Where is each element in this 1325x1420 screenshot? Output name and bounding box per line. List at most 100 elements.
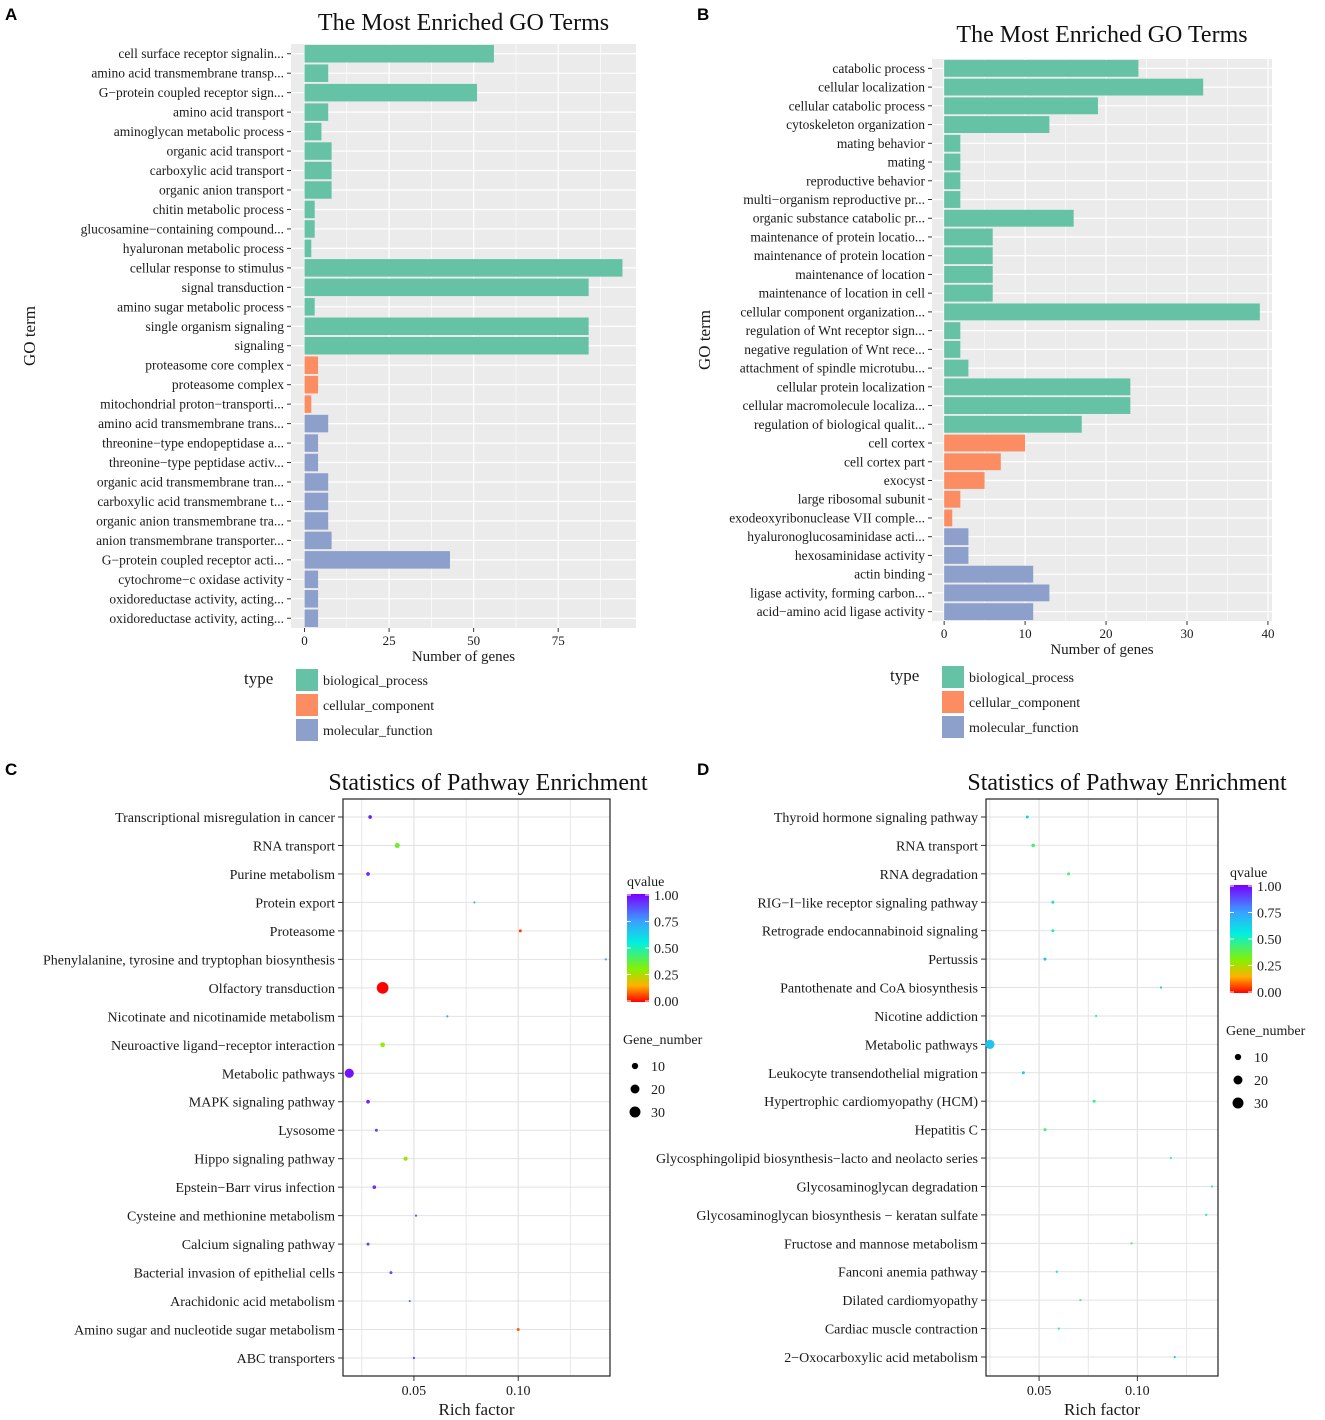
y-tick-label: G−protein coupled receptor acti... (102, 552, 284, 567)
y-tick-label: hyaluronoglucosaminidase acti... (747, 529, 925, 544)
legend-label: biological_process (969, 671, 1074, 686)
chart-title: The Most Enriched GO Terms (318, 10, 609, 36)
bar (944, 284, 993, 302)
colorbar-tick-label: 0.25 (654, 969, 679, 984)
y-tick-label: Nicotinate and nicotinamide metabolism (108, 1010, 336, 1025)
size-legend-label: 20 (651, 1083, 665, 1098)
size-legend-dot (1232, 1097, 1244, 1109)
x-tick-label: 25 (383, 633, 396, 648)
chart-title: Statistics of Pathway Enrichment (967, 770, 1287, 796)
y-tick-label: Phenylalanine, tyrosine and tryptophan b… (43, 953, 335, 968)
y-tick-label: cellular response to stimulus (130, 260, 284, 275)
data-point (394, 842, 400, 849)
y-tick-label: chitin metabolic process (153, 202, 284, 217)
legend-label: cellular_component (969, 696, 1080, 711)
size-legend-label: 20 (1254, 1074, 1268, 1089)
legend-swatch (942, 666, 964, 688)
colorbar-tick-label: 0.00 (654, 995, 679, 1010)
x-tick-label: 0.05 (402, 1384, 427, 1399)
y-tick-label: Lysosome (278, 1124, 335, 1139)
data-point (403, 1156, 408, 1161)
legend-label: biological_process (323, 674, 428, 689)
legend-label: molecular_function (969, 721, 1079, 736)
y-tick-label: Glycosaminoglycan biosynthesis − keratan… (696, 1209, 978, 1224)
y-tick-label: exocyst (884, 473, 925, 488)
y-tick-label: cellular localization (818, 80, 925, 95)
plot-frame (985, 798, 1219, 1377)
y-tick-label: multi−organism reproductive pr... (743, 192, 925, 207)
colorbar-tick-label: 0.50 (654, 942, 679, 957)
y-tick-label: hyaluronan metabolic process (123, 241, 284, 256)
bar (944, 434, 1026, 452)
bar (304, 317, 589, 336)
plot-background (291, 44, 636, 628)
y-tick-label: Retrograde endocannabinoid signaling (762, 925, 978, 940)
data-point (604, 958, 607, 961)
bar (304, 259, 623, 277)
chart-title: The Most Enriched GO Terms (956, 22, 1247, 48)
bar (304, 103, 329, 121)
y-tick-label: aminoglycan metabolic process (114, 124, 284, 139)
y-tick-label: cell surface receptor signalin... (118, 46, 284, 61)
y-tick-label: proteasome complex (172, 377, 284, 392)
data-point (366, 1099, 370, 1104)
bar (304, 609, 319, 628)
y-tick-label: signal transduction (182, 280, 285, 295)
data-point (389, 1271, 393, 1275)
colorbar-tick-label: 0.25 (1257, 960, 1282, 975)
bar (304, 122, 322, 141)
panel-letter: A (5, 5, 17, 24)
bar (304, 453, 319, 472)
bar (944, 378, 1131, 396)
bar (944, 565, 1034, 583)
y-tick-label: Hippo signaling pathway (194, 1153, 335, 1168)
data-point (1205, 1213, 1208, 1216)
bar (304, 375, 319, 394)
bar (944, 509, 953, 527)
y-tick-label: Pantothenate and CoA biosynthesis (780, 982, 978, 997)
data-point (368, 815, 372, 819)
y-tick-label: mating behavior (837, 136, 926, 151)
y-tick-label: attachment of spindle microtubu... (740, 361, 925, 376)
y-tick-label: amino acid transmembrane trans... (98, 416, 284, 431)
y-tick-label: Neuroactive ligand−receptor interaction (111, 1039, 335, 1054)
y-tick-label: cellular catabolic process (789, 98, 925, 113)
y-tick-label: Metabolic pathways (222, 1067, 335, 1082)
y-tick-label: Glycosaminoglycan degradation (796, 1180, 978, 1195)
y-tick-label: Nicotine addiction (874, 1010, 978, 1025)
qvalue-colorbar (627, 894, 649, 1002)
bar (944, 584, 1050, 602)
y-tick-label: Fructose and mannose metabolism (784, 1237, 978, 1252)
size-legend-dot (629, 1106, 641, 1118)
bar (944, 247, 993, 265)
bar (944, 153, 961, 171)
size-legend-dot (631, 1062, 639, 1070)
bar (304, 83, 478, 102)
bar (944, 359, 969, 377)
y-tick-label: Thyroid hormone signaling pathway (774, 811, 978, 826)
x-tick-label: 10 (1019, 626, 1032, 641)
panel-letter: C (5, 760, 17, 779)
colorbar-tick-label: 1.00 (1257, 880, 1282, 895)
data-point (1211, 1185, 1214, 1188)
y-tick-label: negative regulation of Wnt rece... (744, 342, 925, 357)
legend-swatch (296, 719, 318, 741)
y-tick-label: maintenance of protein location (754, 248, 926, 263)
y-tick-label: Glycosphingolipid biosynthesis−lacto and… (656, 1152, 978, 1167)
y-tick-label: Purine metabolism (230, 868, 335, 883)
bar (944, 97, 1098, 115)
y-tick-label: Metabolic pathways (865, 1038, 978, 1053)
bar (944, 547, 969, 564)
y-tick-label: exodeoxyribonuclease VII comple... (729, 510, 925, 525)
data-point (985, 1039, 995, 1049)
bar (944, 59, 1139, 77)
panel-letter: D (697, 760, 709, 779)
data-point (372, 1185, 377, 1189)
y-axis-title: GO term (20, 306, 39, 366)
plot-background (932, 59, 1272, 621)
size-legend-label: 30 (651, 1106, 665, 1121)
data-point (1169, 1156, 1172, 1160)
legend-swatch (296, 694, 318, 716)
data-point (1031, 843, 1036, 848)
y-tick-label: Cardiac muscle contraction (825, 1323, 978, 1338)
